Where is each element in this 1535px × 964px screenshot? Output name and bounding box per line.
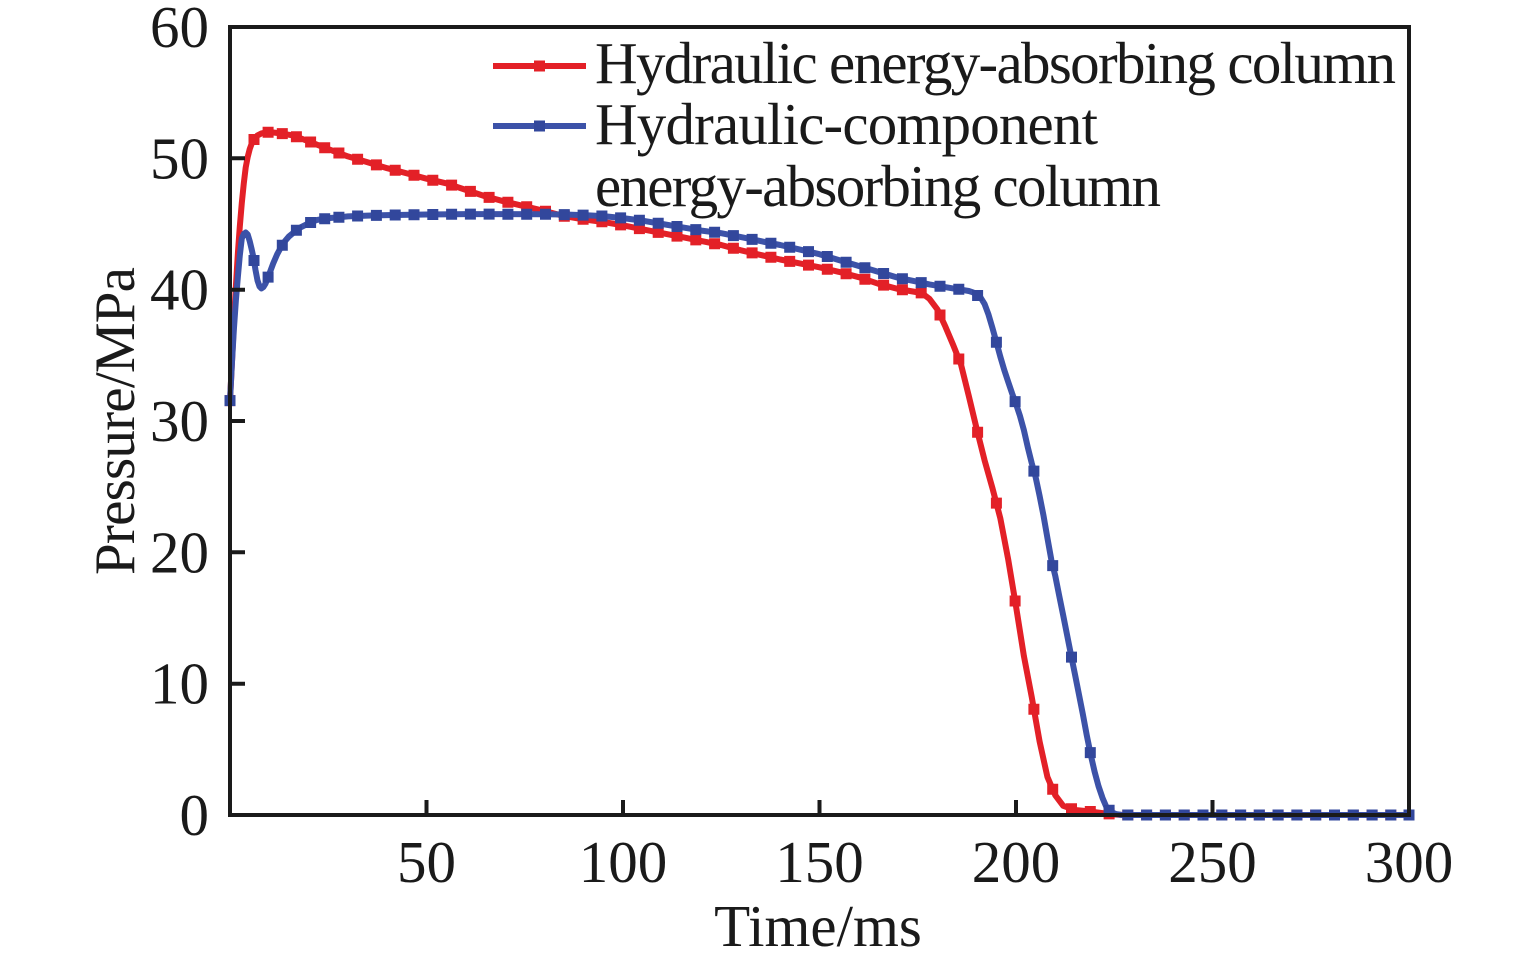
svg-text:200: 200 (972, 829, 1061, 895)
svg-text:energy-absorbing column: energy-absorbing column (595, 153, 1161, 219)
svg-text:0: 0 (180, 782, 210, 848)
svg-text:30: 30 (150, 388, 209, 454)
svg-text:100: 100 (579, 829, 668, 895)
svg-text:Pressure/MPa: Pressure/MPa (84, 267, 147, 575)
svg-text:250: 250 (1168, 829, 1257, 895)
svg-text:50: 50 (397, 829, 456, 895)
svg-text:Hydraulic-component: Hydraulic-component (595, 91, 1099, 157)
svg-text:150: 150 (775, 829, 864, 895)
svg-text:Time/ms: Time/ms (714, 893, 922, 959)
svg-text:60: 60 (150, 0, 209, 60)
svg-text:20: 20 (150, 519, 209, 585)
svg-text:10: 10 (150, 651, 209, 717)
svg-text:Hydraulic energy-absorbing col: Hydraulic energy-absorbing column (595, 30, 1396, 96)
svg-text:50: 50 (150, 125, 209, 191)
svg-text:40: 40 (150, 257, 209, 323)
svg-text:300: 300 (1365, 829, 1454, 895)
